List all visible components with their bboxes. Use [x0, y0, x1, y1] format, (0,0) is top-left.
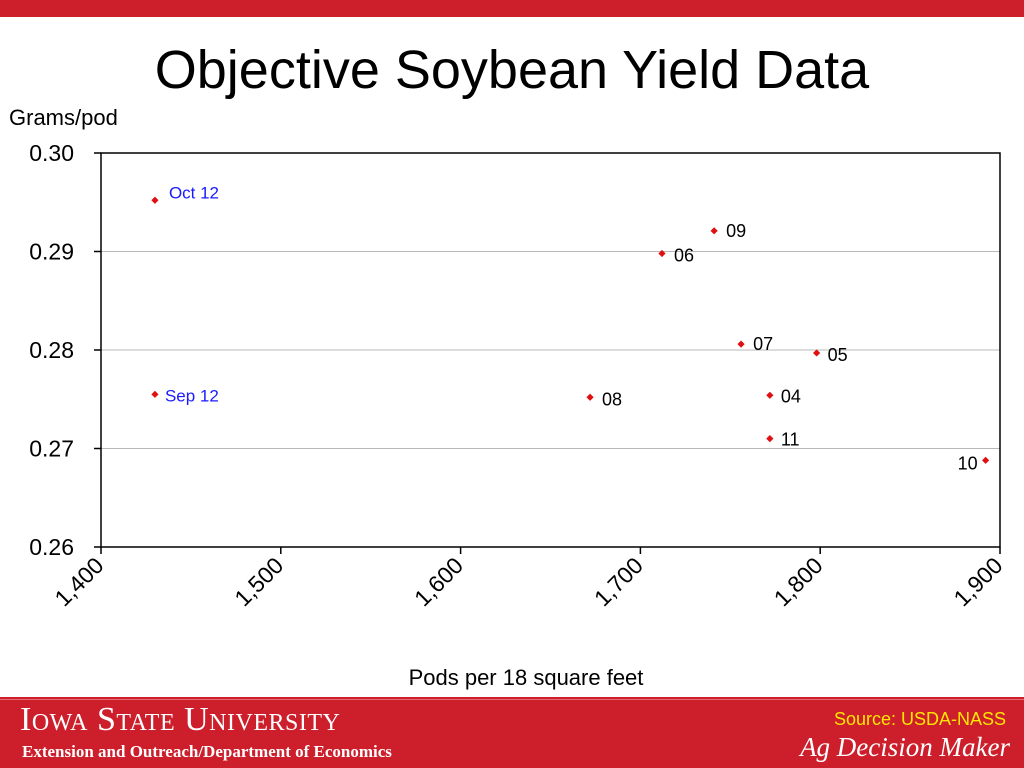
y-tick-label: 0.26: [29, 534, 74, 560]
data-point: [766, 391, 774, 399]
y-tick-label: 0.29: [29, 239, 74, 265]
data-point: [766, 435, 774, 443]
data-label: 08: [602, 389, 622, 409]
data-point: [151, 390, 159, 398]
data-point: [586, 393, 594, 401]
data-point: [710, 227, 718, 235]
x-axis-title: Pods per 18 square feet: [409, 665, 644, 690]
x-tick-label: 1,600: [409, 552, 468, 611]
source-note: Source: USDA-NASS: [833, 709, 1006, 729]
department-name: Extension and Outreach/Department of Eco…: [22, 742, 392, 761]
data-label: 06: [674, 245, 694, 265]
data-label: 04: [781, 386, 801, 406]
x-tick-label: 1,700: [589, 552, 648, 611]
ag-decision-maker-brand: Ag Decision Maker: [800, 732, 1010, 762]
x-tick-label: 1,800: [769, 552, 828, 611]
university-logo-text: Iowa State University: [20, 701, 341, 738]
x-tick-label: 1,900: [948, 552, 1007, 611]
data-point: [658, 249, 666, 258]
x-tick-label: 1,500: [229, 552, 288, 611]
slide-title: Objective Soybean Yield Data: [154, 40, 870, 100]
top-accent-bar: [0, 0, 1024, 17]
y-tick-label: 0.30: [29, 140, 74, 166]
data-point: [737, 340, 745, 348]
data-label: 07: [753, 334, 773, 354]
y-axis-title: Grams/pod: [9, 105, 118, 130]
y-tick-label: 0.28: [29, 337, 74, 363]
footer-divider: [0, 699, 1024, 700]
data-label: Sep 12: [165, 386, 219, 405]
scatter-chart: 0.26 0.27 0.28 0.29 0.30 1,400 1,500 1,600 1,700…: [9, 105, 1008, 690]
data-point: [982, 456, 990, 464]
x-tick-label: 1,400: [49, 552, 108, 611]
data-label: 05: [828, 345, 848, 365]
data-label: 11: [781, 430, 800, 450]
data-label: 10: [958, 453, 978, 473]
data-label: Oct 12: [169, 183, 219, 202]
data-point: [151, 196, 159, 204]
footer-bar: Iowa State University Extension and Outr…: [0, 697, 1024, 768]
y-tick-label: 0.27: [29, 436, 74, 462]
data-label: 09: [726, 221, 746, 241]
